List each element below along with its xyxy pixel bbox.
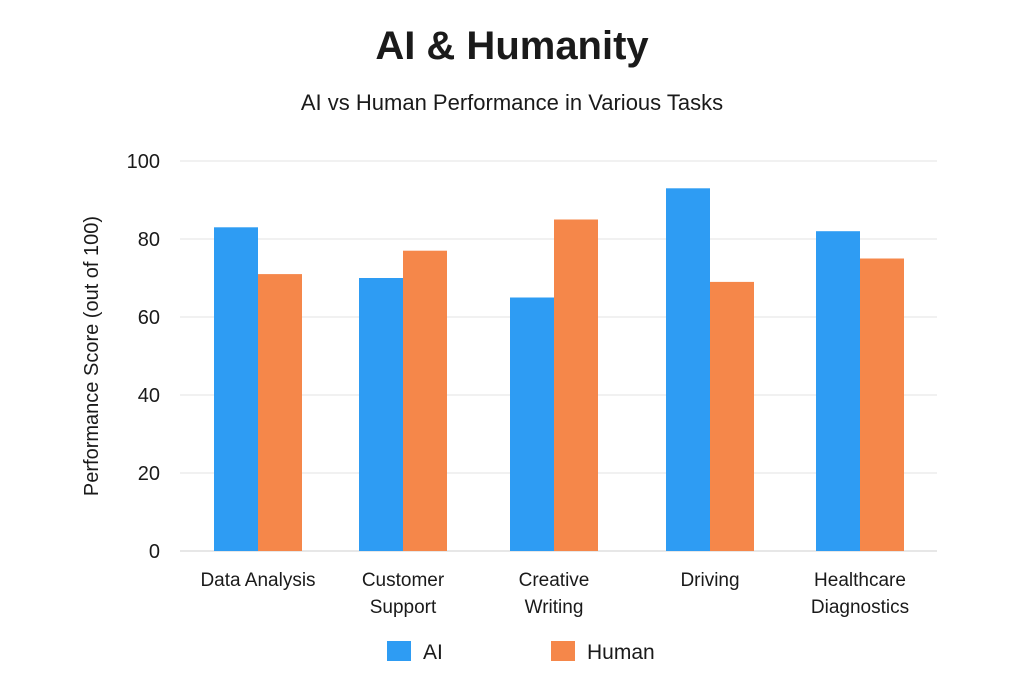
legend: AI Human: [387, 641, 655, 664]
legend-label-human: Human: [587, 641, 655, 664]
x-axis-categories: Data Analysis Customer Support Creative Writ…: [200, 570, 909, 618]
chart-title: AI & Humanity: [375, 24, 649, 68]
x-category-label: Creative Writing: [519, 570, 590, 618]
y-tick-label: 80: [138, 229, 160, 251]
bar-ai-3: [666, 188, 710, 552]
x-category-label: Driving: [680, 570, 739, 591]
legend-swatch-human: [551, 641, 575, 661]
bar-ai-4: [816, 231, 860, 551]
legend-swatch-ai: [387, 641, 411, 661]
bar-human-4: [860, 258, 904, 551]
bar-ai-1: [359, 278, 403, 551]
chart-subtitle: AI vs Human Performance in Various Tasks: [300, 90, 724, 115]
bar-human-3: [710, 281, 754, 551]
legend-label-ai: AI: [423, 641, 443, 664]
y-tick-label: 20: [138, 463, 160, 485]
bar-human-0: [258, 274, 302, 551]
y-tick-label: 0: [149, 541, 160, 563]
y-tick-label: 40: [138, 385, 160, 407]
bar-ai-2: [510, 297, 554, 551]
x-category-label: Healthcare Diagnostics: [811, 570, 909, 618]
y-axis-ticks: 0 20 40 60 80 100: [127, 151, 160, 563]
bar-human-1: [403, 250, 447, 551]
bar-human-2: [554, 219, 598, 551]
y-tick-label: 60: [138, 307, 160, 329]
bars: [214, 188, 904, 552]
x-category-label: Data Analysis: [200, 570, 315, 591]
x-category-label: Customer Support: [362, 570, 445, 618]
y-axis-label: Performance Score (out of 100): [81, 216, 103, 496]
bar-ai-0: [214, 227, 258, 552]
y-tick-label: 100: [127, 151, 160, 173]
